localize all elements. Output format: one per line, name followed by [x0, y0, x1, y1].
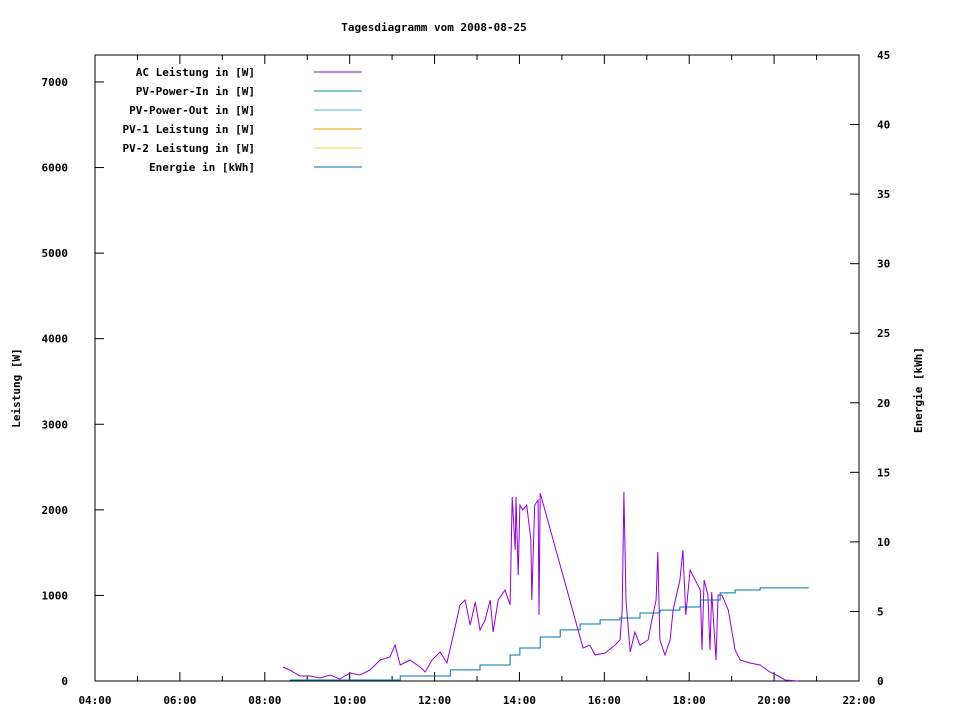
y2-tick-label: 20: [877, 397, 890, 410]
y-tick-label: 4000: [42, 333, 69, 346]
x-tick-label: 08:00: [248, 694, 281, 707]
chart-title: Tagesdiagramm vom 2008-08-25: [341, 21, 526, 34]
legend-label: PV-1 Leistung in [W]: [123, 123, 255, 136]
legend-label: PV-Power-In in [W]: [136, 85, 255, 98]
y2-tick-label: 0: [877, 675, 884, 688]
y2-tick-label: 45: [877, 49, 890, 62]
y2-tick-label: 10: [877, 536, 890, 549]
y2-tick-label: 15: [877, 466, 890, 479]
series-line-0: [282, 491, 798, 682]
x-tick-label: 20:00: [758, 694, 791, 707]
legend-label: AC Leistung in [W]: [136, 66, 255, 79]
legend-label: Energie in [kWh]: [149, 161, 255, 174]
x-tick-label: 10:00: [333, 694, 366, 707]
y-tick-label: 5000: [42, 247, 69, 260]
y2-tick-label: 30: [877, 258, 890, 271]
x-tick-label: 22:00: [842, 694, 875, 707]
y-tick-label: 2000: [42, 504, 69, 517]
y-tick-label: 0: [61, 675, 68, 688]
legend-label: PV-2 Leistung in [W]: [123, 142, 255, 155]
y-tick-label: 1000: [42, 589, 69, 602]
y-tick-label: 3000: [42, 418, 69, 431]
x-tick-label: 12:00: [418, 694, 451, 707]
y2-tick-label: 40: [877, 119, 890, 132]
y-axis-label: Leistung [W]: [10, 348, 23, 427]
x-tick-label: 16:00: [588, 694, 621, 707]
x-tick-label: 18:00: [673, 694, 706, 707]
y2-axis-label: Energie [kWh]: [912, 347, 925, 433]
x-tick-label: 04:00: [78, 694, 111, 707]
x-tick-label: 14:00: [503, 694, 536, 707]
y-tick-label: 7000: [42, 76, 69, 89]
y2-tick-label: 25: [877, 327, 890, 340]
y-tick-label: 6000: [42, 162, 69, 175]
series-line-5: [289, 587, 809, 681]
x-tick-label: 06:00: [163, 694, 196, 707]
y2-tick-label: 5: [877, 605, 884, 618]
legend-label: PV-Power-Out in [W]: [129, 104, 255, 117]
y2-tick-label: 35: [877, 188, 890, 201]
